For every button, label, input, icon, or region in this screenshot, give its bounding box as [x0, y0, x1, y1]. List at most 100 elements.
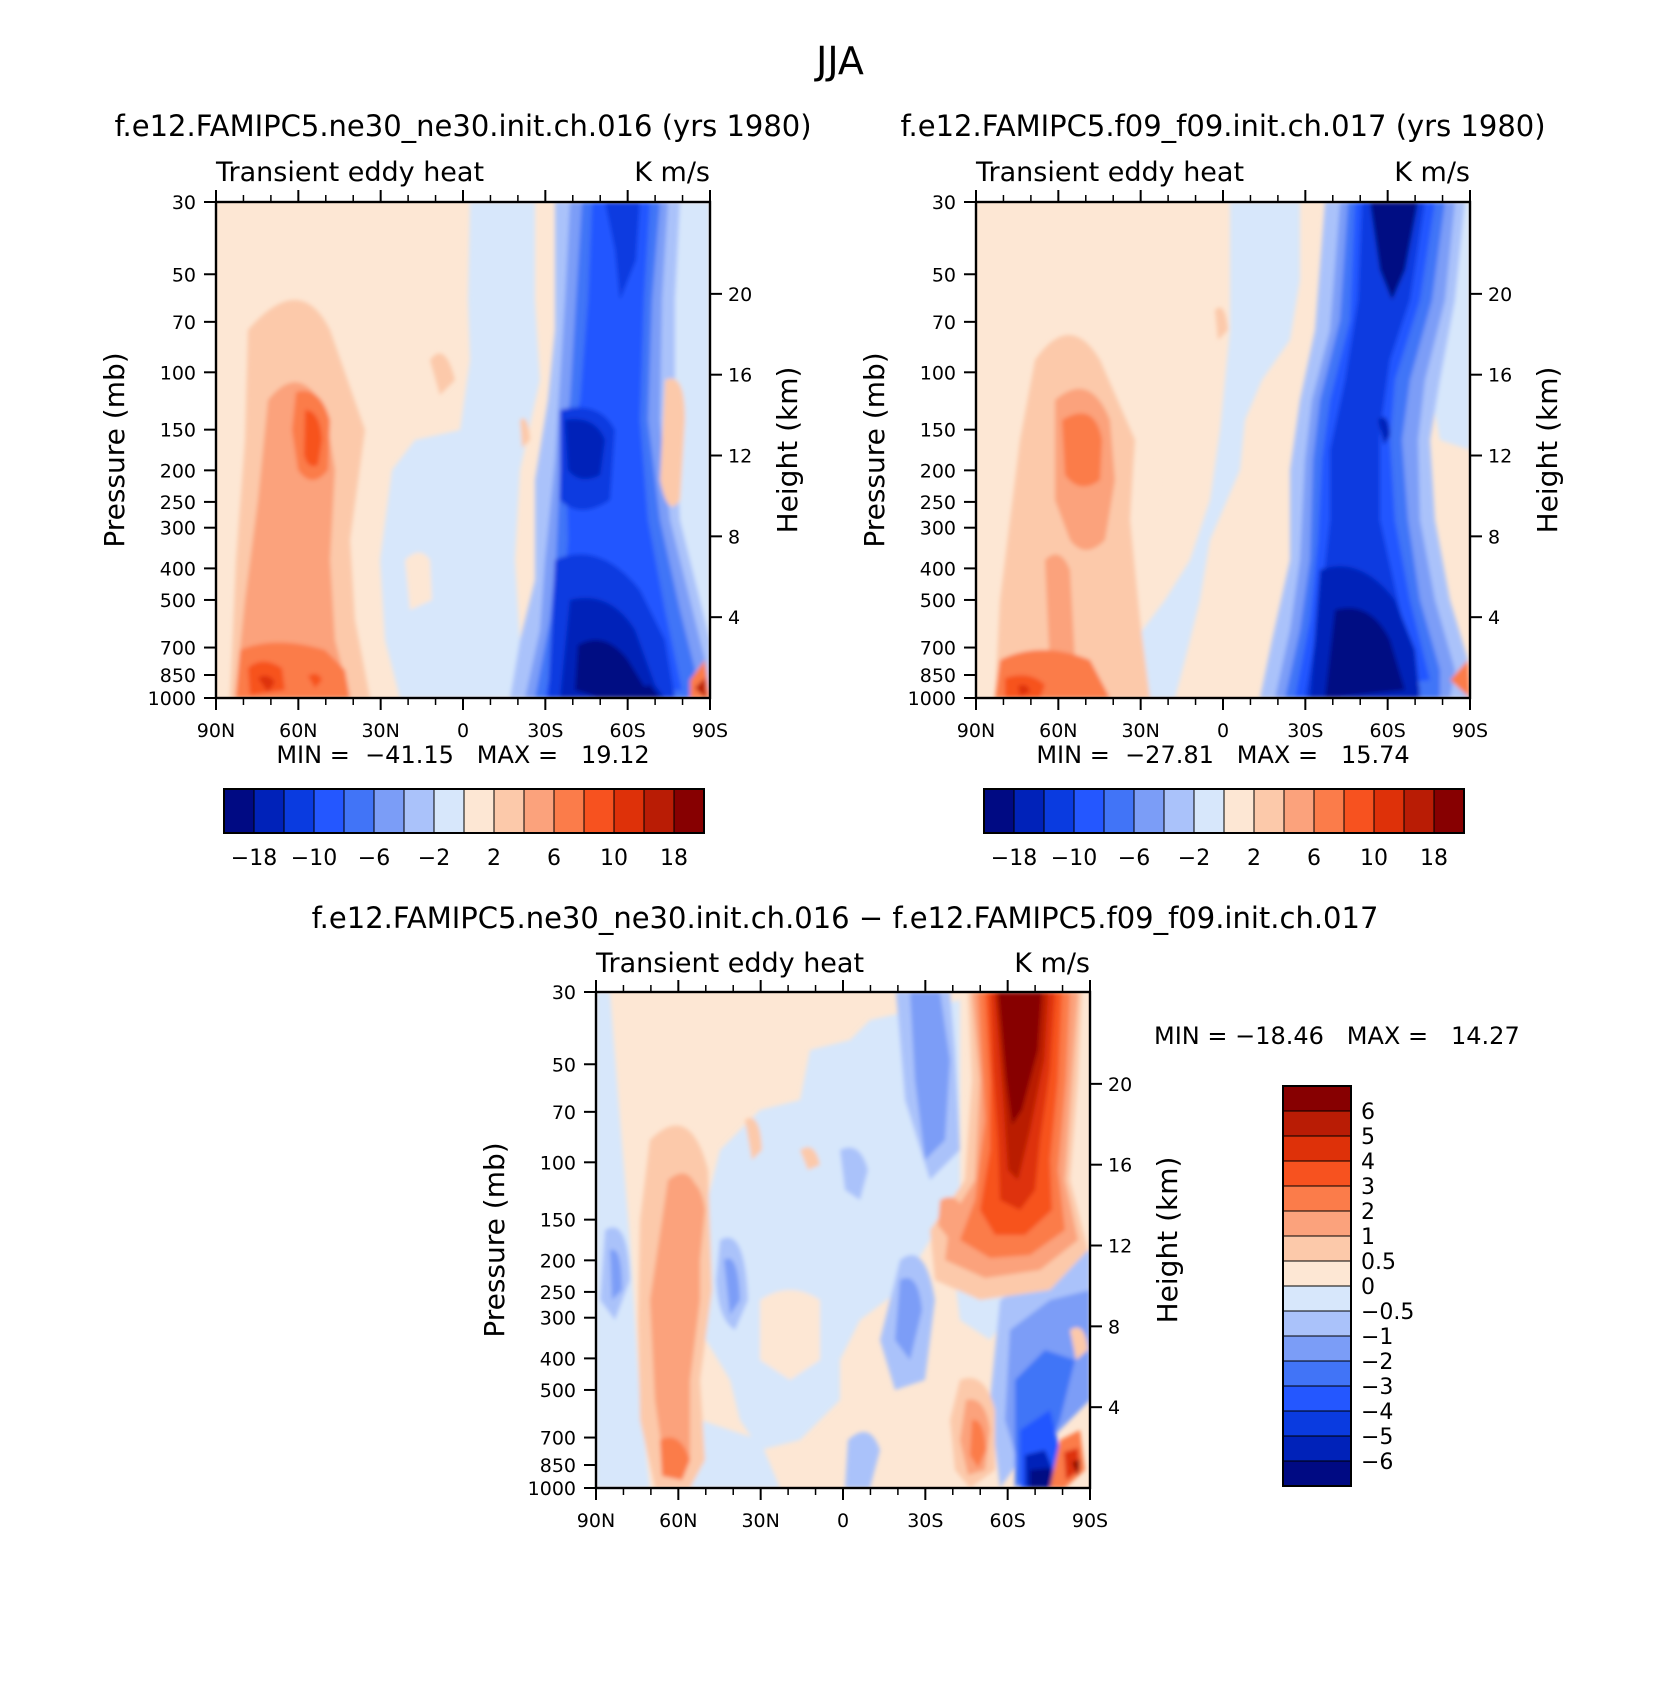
panel-c-ylabel: Pressure (mb) — [478, 1142, 511, 1337]
y-tick-label: 70 — [552, 1102, 576, 1124]
colorbar-label: −2 — [1361, 1350, 1393, 1375]
colorbar-swatch — [1282, 1435, 1352, 1462]
panel-a-contour-field — [216, 202, 710, 698]
colorbar-swatch — [1433, 788, 1465, 834]
colorbar-swatch — [643, 788, 675, 834]
colorbar-swatch — [1253, 788, 1285, 834]
colorbar-swatch — [373, 788, 405, 834]
colorbar-label: 6 — [1307, 846, 1321, 871]
x-tick-label: 30N — [1121, 720, 1159, 742]
colorbar-label: 2 — [487, 846, 501, 871]
colorbar-label: −18 — [991, 846, 1037, 871]
y-tick-label: 700 — [160, 638, 196, 660]
colorbar-swatch — [1282, 1385, 1352, 1412]
colorbar-swatch — [1282, 1185, 1352, 1212]
colorbar-label: −18 — [231, 846, 277, 871]
x-tick-label: 60N — [659, 1510, 697, 1532]
colorbar-swatch — [1282, 1410, 1352, 1437]
colorbar-label: −10 — [291, 846, 337, 871]
colorbar-swatch — [1282, 1235, 1352, 1262]
colorbar-label: −3 — [1361, 1375, 1393, 1400]
colorbar-label: −6 — [1118, 846, 1150, 871]
y2-tick-label: 12 — [1108, 1236, 1132, 1258]
y-tick-label: 200 — [920, 460, 956, 482]
colorbar-label: 0.5 — [1361, 1250, 1396, 1275]
colorbar-label: 18 — [1420, 846, 1448, 871]
y2-tick-label: 4 — [728, 607, 740, 629]
panel-a-stats: MIN = −41.15 MAX = 19.12 — [276, 741, 649, 769]
colorbar-swatch — [1282, 1360, 1352, 1387]
y-tick-label: 850 — [540, 1455, 576, 1477]
y2-tick-label: 16 — [728, 365, 752, 387]
y2-tick-label: 20 — [1108, 1074, 1132, 1096]
x-tick-label: 30S — [907, 1510, 943, 1532]
y-tick-label: 250 — [160, 492, 196, 514]
colorbar-frame — [983, 788, 1465, 834]
panel-a-colorbar: −18 −10 −6 −2 2 6 10 18 — [223, 788, 705, 871]
y-tick-label: 100 — [540, 1152, 576, 1174]
colorbar-swatch — [313, 788, 345, 834]
panel-a-title: f.e12.FAMIPC5.ne30_ne30.init.ch.016 (yrs… — [114, 109, 811, 143]
y-tick-label: 70 — [172, 312, 196, 334]
figure-title: JJA — [814, 39, 864, 83]
y-tick-label: 50 — [172, 264, 196, 286]
colorbar-swatch — [1373, 788, 1405, 834]
y2-tick-label: 20 — [1488, 284, 1512, 306]
colorbar-label: −6 — [358, 846, 390, 871]
y2-tick-label: 20 — [728, 284, 752, 306]
panel-b-title: f.e12.FAMIPC5.f09_f09.init.ch.017 (yrs 1… — [900, 109, 1545, 143]
x-tick-label: 90N — [197, 720, 235, 742]
colorbar-swatch — [523, 788, 555, 834]
colorbar-swatch — [553, 788, 585, 834]
x-tick-label: 60N — [1039, 720, 1077, 742]
colorbar-swatch — [1282, 1135, 1352, 1162]
x-tick-label: 30S — [1287, 720, 1323, 742]
y2-tick-label: 12 — [728, 446, 752, 468]
colorbar-label: −1 — [1361, 1325, 1393, 1350]
y-tick-label: 150 — [920, 420, 956, 442]
y2-tick-label: 16 — [1488, 365, 1512, 387]
y-tick-label: 1000 — [148, 688, 196, 710]
y-tick-label: 700 — [920, 638, 956, 660]
colorbar-swatch — [1282, 1335, 1352, 1362]
panel-b-colorbar: −18 −10 −6 −2 2 6 10 18 — [983, 788, 1465, 871]
colorbar-label: 6 — [547, 846, 561, 871]
colorbar-swatch — [403, 788, 435, 834]
colorbar-label: −5 — [1361, 1425, 1393, 1450]
y-tick-label: 250 — [920, 492, 956, 514]
y2-tick-label: 8 — [728, 526, 740, 548]
y2-tick-label: 8 — [1108, 1316, 1120, 1338]
colorbar-swatch — [1163, 788, 1195, 834]
colorbar-swatch — [1403, 788, 1435, 834]
colorbar-swatch — [1313, 788, 1345, 834]
colorbar-label: −6 — [1361, 1450, 1393, 1475]
panel-a-y2label: Height (km) — [771, 367, 804, 534]
colorbar-swatch — [1013, 788, 1045, 834]
colorbar-swatch — [1343, 788, 1375, 834]
colorbar-label: −10 — [1051, 846, 1097, 871]
colorbar-swatch — [983, 788, 1015, 834]
panel-c-stats: MIN = −18.46 MAX = 14.27 — [1154, 1022, 1520, 1050]
y-tick-label: 400 — [920, 558, 956, 580]
x-tick-label: 0 — [1217, 720, 1229, 742]
panel-c: f.e12.FAMIPC5.ne30_ne30.init.ch.016 − f.… — [312, 901, 1520, 1532]
y-tick-label: 850 — [160, 665, 196, 687]
y-tick-label: 150 — [540, 1210, 576, 1232]
panel-a-ylabel: Pressure (mb) — [98, 352, 131, 547]
y-tick-label: 50 — [932, 264, 956, 286]
x-tick-label: 90S — [1452, 720, 1488, 742]
y-tick-label: 100 — [160, 362, 196, 384]
colorbar-swatch — [1282, 1110, 1352, 1137]
y2-tick-label: 4 — [1488, 607, 1500, 629]
colorbar-swatch — [283, 788, 315, 834]
x-tick-label: 90N — [957, 720, 995, 742]
colorbar-label: 1 — [1361, 1225, 1375, 1250]
colorbar-swatch — [1282, 1160, 1352, 1187]
colorbar-label: −2 — [1178, 846, 1210, 871]
y2-tick-label: 4 — [1108, 1397, 1120, 1419]
colorbar-swatch — [1282, 1310, 1352, 1337]
